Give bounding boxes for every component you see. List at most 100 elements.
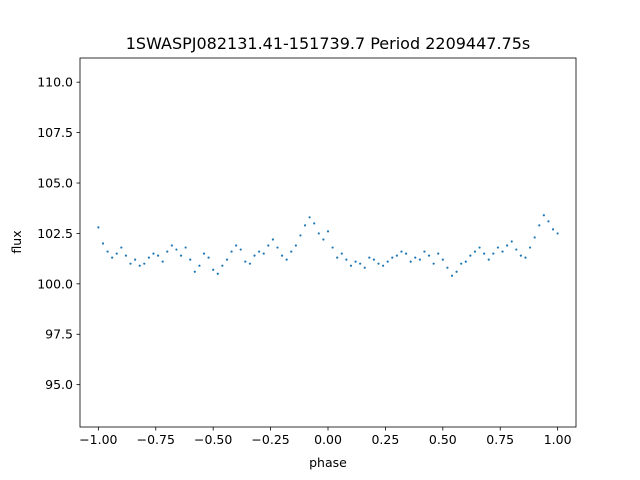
x-tick-label: 0.25 [371, 432, 399, 447]
data-point [322, 238, 325, 241]
data-point [492, 252, 495, 255]
data-point [464, 260, 467, 263]
data-point [111, 256, 114, 259]
data-point [202, 252, 206, 255]
chart-title: 1SWASPJ082131.41-151739.7 Period 2209447… [126, 34, 531, 53]
data-point [262, 252, 265, 255]
scatter-points [97, 214, 559, 277]
data-point [432, 262, 435, 265]
data-point [313, 222, 316, 225]
data-point [138, 264, 141, 267]
data-point [280, 254, 284, 257]
data-point [363, 266, 366, 269]
data-point [483, 252, 486, 255]
data-point [244, 260, 247, 263]
data-point [450, 274, 454, 277]
x-axis-label: phase [309, 455, 347, 470]
data-point [331, 246, 334, 249]
data-point [354, 260, 357, 263]
data-point [303, 224, 307, 227]
y-tick-label: 97.5 [45, 327, 73, 342]
data-point [533, 236, 536, 239]
data-point [239, 248, 242, 251]
data-point [161, 260, 164, 263]
data-point [556, 232, 559, 235]
data-point [349, 264, 353, 267]
data-point [230, 250, 233, 253]
data-point [427, 254, 431, 257]
data-point [326, 230, 330, 233]
data-point [455, 270, 458, 273]
data-point [460, 262, 463, 265]
data-point [184, 246, 187, 249]
data-point [340, 252, 343, 255]
data-point [221, 264, 224, 267]
data-point [446, 266, 449, 269]
data-point [115, 252, 118, 255]
data-point [400, 250, 403, 253]
data-point [395, 254, 398, 257]
x-tick-label: −0.75 [137, 432, 175, 447]
data-point [515, 248, 518, 251]
data-point [267, 244, 270, 247]
data-point [276, 246, 279, 249]
x-tick-label: −1.00 [79, 432, 117, 447]
data-point [372, 258, 376, 261]
x-axis: −1.00 −0.75 −0.50 −0.25 0.00 0.25 0.50 0.75 1.00 [79, 427, 572, 447]
data-point [175, 248, 178, 251]
data-point [193, 270, 196, 273]
data-point [147, 256, 150, 259]
data-point [120, 246, 123, 249]
data-point [487, 258, 490, 261]
data-point [290, 250, 293, 253]
data-point [235, 244, 238, 247]
data-point [106, 250, 109, 253]
data-point [216, 272, 219, 275]
data-point [170, 244, 173, 247]
data-point [152, 252, 155, 255]
data-point [308, 216, 311, 219]
y-tick-label: 107.5 [37, 125, 73, 140]
data-point [506, 244, 509, 247]
x-tick-label: 1.00 [544, 432, 572, 447]
data-point [542, 214, 545, 217]
data-point [382, 264, 385, 267]
y-tick-label: 100.0 [37, 276, 73, 291]
data-point [189, 258, 192, 261]
data-point [166, 250, 169, 253]
y-axis-label: flux [9, 230, 24, 253]
data-point [414, 256, 417, 259]
data-point [377, 262, 380, 265]
data-point [551, 228, 555, 231]
y-tick-label: 105.0 [37, 176, 73, 191]
data-point [547, 220, 550, 223]
data-point [501, 250, 504, 253]
data-point [391, 256, 394, 259]
data-point [212, 268, 215, 271]
x-tick-label: 0.75 [486, 432, 514, 447]
data-point [271, 238, 274, 241]
data-point [143, 262, 146, 265]
x-tick-label: −0.50 [194, 432, 232, 447]
data-point [179, 254, 183, 257]
y-tick-label: 110.0 [37, 75, 73, 90]
x-tick-label: 0.50 [429, 432, 457, 447]
data-point [524, 256, 527, 259]
data-point [423, 250, 426, 253]
data-point [345, 258, 348, 261]
y-axis: 95.0 97.5 100.0 102.5 105.0 107.5 110.0 [37, 75, 80, 392]
data-point [124, 254, 128, 257]
data-point [134, 258, 137, 261]
data-point [336, 256, 339, 259]
data-point [368, 256, 371, 259]
data-point [469, 254, 472, 257]
data-point [129, 262, 132, 265]
y-tick-label: 102.5 [37, 226, 73, 241]
data-point [409, 260, 412, 263]
data-point [437, 252, 440, 255]
data-point [225, 258, 229, 261]
data-point [258, 250, 261, 253]
data-point [97, 226, 100, 229]
